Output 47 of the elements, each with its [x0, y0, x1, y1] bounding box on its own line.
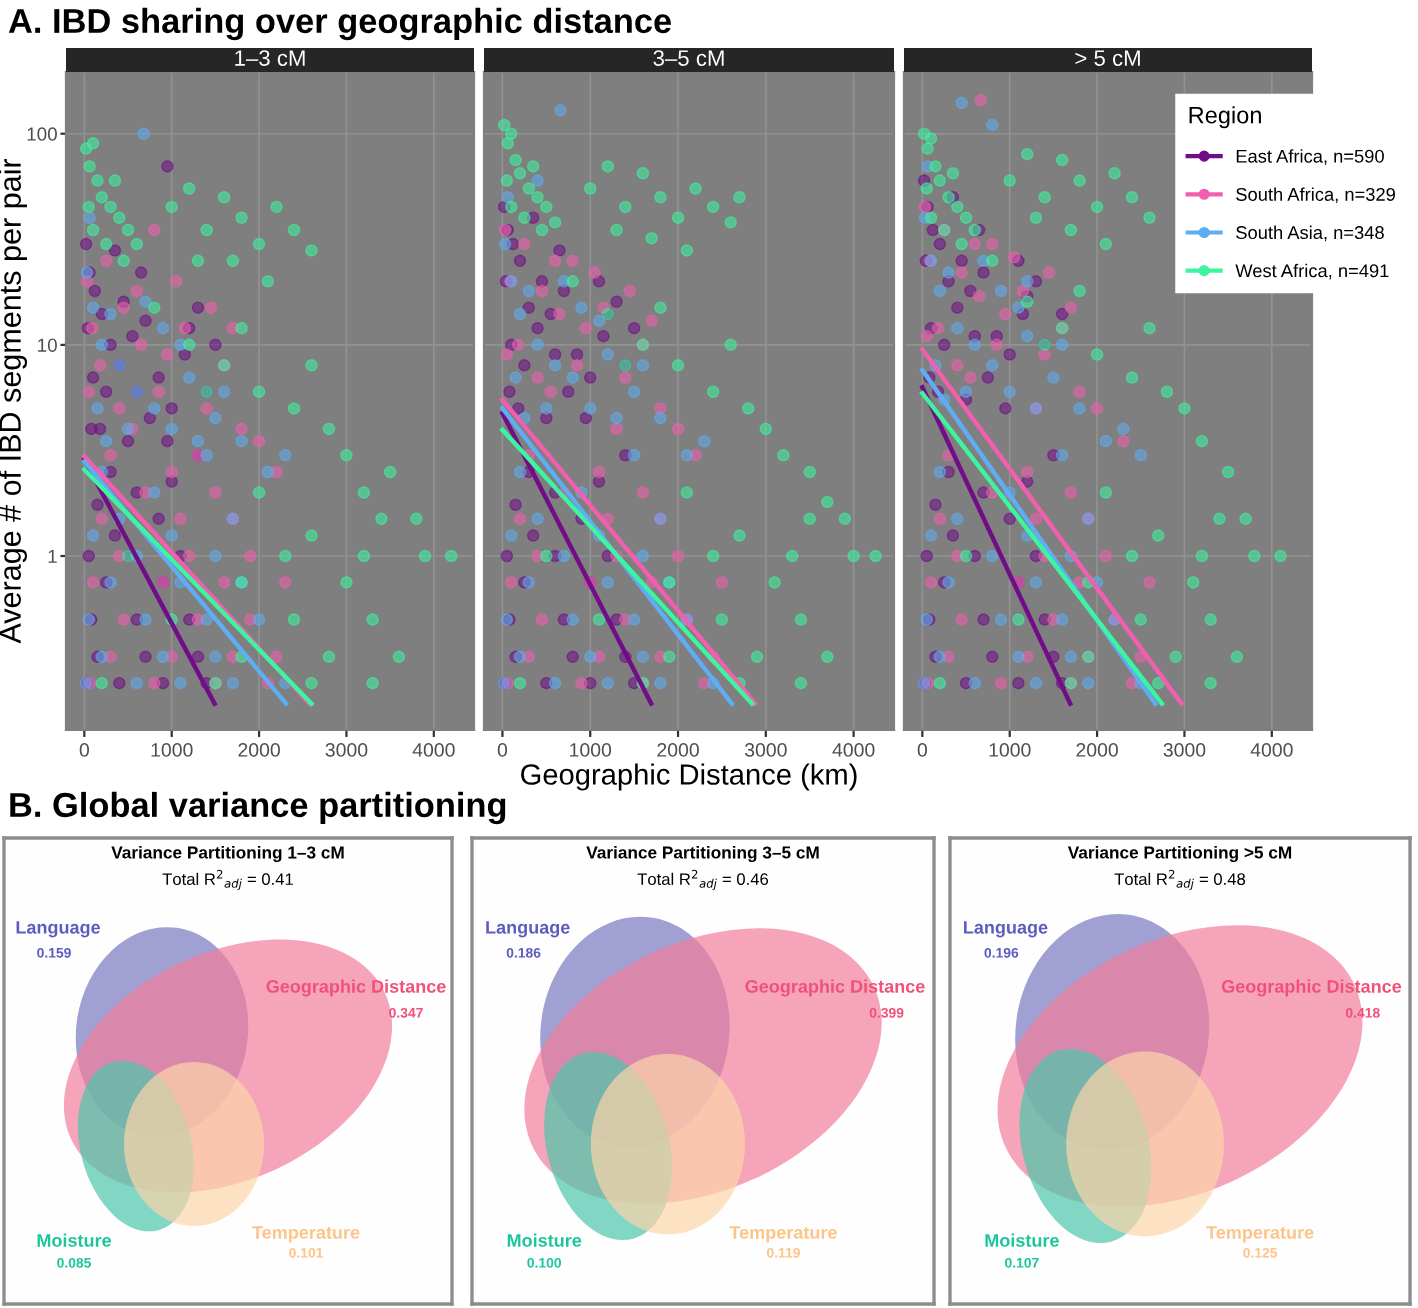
category-label: Temperature	[1206, 1226, 1314, 1243]
x-tick-label: 4000	[1250, 743, 1293, 757]
category-label: Moisture	[985, 1233, 1059, 1247]
x-tick-label: 1000	[989, 743, 1031, 757]
x-axis-title: Geographic Distance (km)	[521, 763, 857, 791]
category-label: Temperature	[729, 1226, 837, 1243]
legend-label: South Asia, n=348	[1236, 225, 1384, 242]
category-label: Geographic Distance	[745, 979, 925, 997]
text: Total R$^{2}$$_{adj}$ = 0.46	[637, 869, 769, 891]
text: A. IBD sharing over geographic distance	[8, 7, 671, 41]
text: Total R$^{2}$$_{adj}$ = 0.48	[1114, 869, 1246, 891]
text: Variance Partitioning >5 cM	[1067, 845, 1292, 863]
chart-title: 1–3 cM	[235, 50, 305, 66]
category-label: Language	[16, 921, 101, 938]
chart-title: > 5 cM	[1075, 50, 1140, 66]
x-tick-label: 0	[79, 743, 89, 757]
x-tick-label: 3000	[1163, 743, 1206, 757]
category-label: Language	[486, 921, 570, 938]
y-tick-label: 10	[38, 338, 57, 352]
text: Variance Partitioning 1–3 cM	[111, 845, 344, 863]
category-label: Language	[964, 921, 1048, 938]
category-label: Temperature	[252, 1226, 360, 1243]
x-tick-label: 0	[497, 743, 508, 757]
text: Variance Partitioning 3–5 cM	[586, 845, 819, 863]
category-label: Moisture	[507, 1233, 582, 1247]
category-label: Moisture	[37, 1233, 112, 1247]
x-tick-label: 4000	[832, 743, 875, 757]
x-tick-label: 3000	[744, 743, 787, 757]
legend-title: Region	[1189, 106, 1261, 129]
x-tick-label: 1000	[151, 743, 193, 757]
x-tick-label: 0	[917, 743, 927, 757]
y-tick-label: 100	[27, 127, 57, 141]
category-label: Geographic Distance	[1221, 979, 1402, 997]
y-tick-label: 1	[48, 549, 57, 563]
x-tick-label: 2000	[238, 743, 280, 757]
category-label: Geographic Distance	[266, 979, 446, 997]
text: Total R$^{2}$$_{adj}$ = 0.41	[162, 869, 293, 891]
x-tick-label: 2000	[657, 743, 699, 757]
text: B. Global variance partitioning	[10, 791, 506, 825]
legend-label: East Africa, n=590	[1236, 149, 1384, 165]
legend-label: South Africa, n=329	[1236, 187, 1395, 204]
x-tick-label: 1000	[570, 743, 612, 757]
x-tick-label: 4000	[412, 743, 455, 757]
x-tick-label: 2000	[1076, 743, 1118, 757]
chart-title: 3–5 cM	[653, 50, 724, 66]
legend-label: West Africa, n=491	[1235, 263, 1389, 280]
x-tick-label: 3000	[325, 743, 368, 757]
